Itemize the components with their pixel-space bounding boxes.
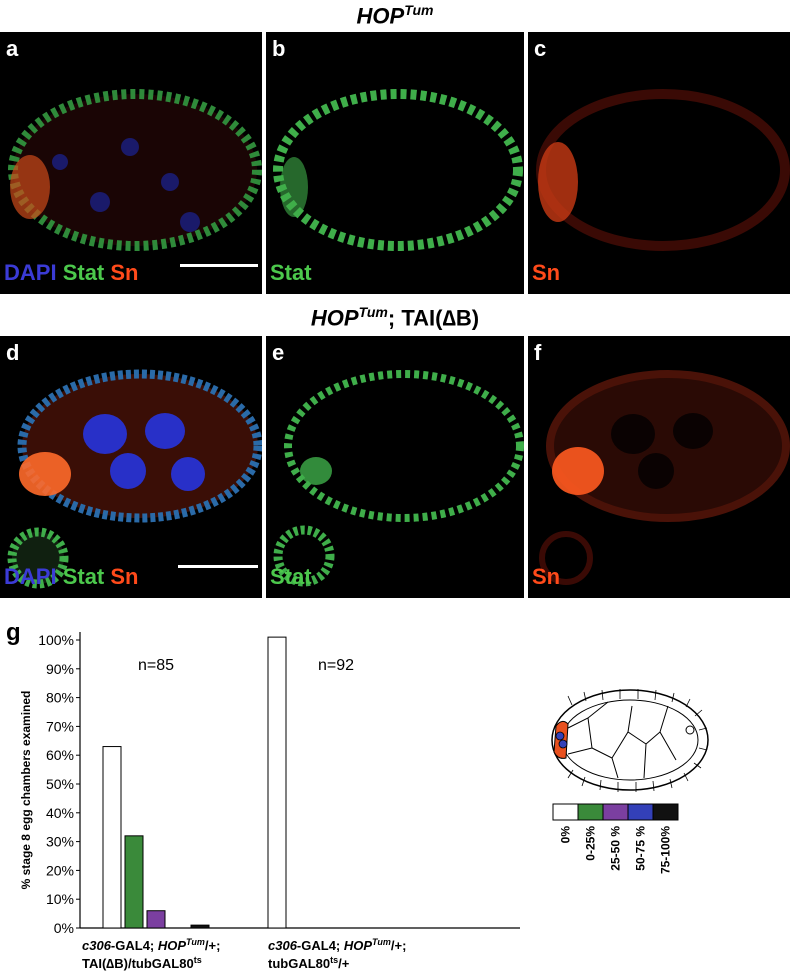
panel-label-e: e [272, 340, 285, 365]
n-label: n=92 [318, 657, 354, 674]
y-tick-label: 60% [46, 747, 74, 763]
stain-legend-f: Sn [532, 564, 561, 589]
category-label-line2: tubGAL80ts/+ [268, 955, 350, 971]
stain-legend-a: DAPI Stat Sn [4, 260, 139, 285]
category-label-line1: c306-GAL4; HOPTum/+; [268, 937, 406, 953]
category-label-line2: TAI(∆B)/tubGAL80ts [82, 955, 202, 971]
legend-label: 50-75 % [634, 826, 648, 871]
y-tick-label: 80% [46, 690, 74, 706]
legend-label: 0% [559, 826, 573, 844]
bars [102, 636, 287, 929]
egg-chamber-d [7, 369, 262, 589]
panel-b: b Stat [266, 32, 524, 294]
legend-swatch [652, 803, 679, 821]
row-title-hoptum: HOPTum [356, 2, 434, 29]
legend-swatch [627, 803, 654, 821]
chart-panel-label: g [6, 619, 21, 646]
panel-e: e Stat [266, 336, 524, 598]
bar [267, 636, 287, 929]
legend-label: 25-50 % [609, 826, 623, 871]
stain-legend-e: Stat [270, 564, 312, 589]
bar [102, 746, 122, 929]
panel-f: f Sn [528, 336, 790, 598]
y-tick-label: 10% [46, 891, 74, 907]
y-tick-label: 40% [46, 805, 74, 821]
legend-swatch [602, 803, 629, 821]
panel-label-a: a [6, 36, 19, 61]
legend-label: 75-100% [659, 826, 673, 874]
legend: 0% 0-25% 25-50 % 50-75 % 75-100% [552, 803, 679, 874]
egg-chamber-a [8, 89, 262, 251]
category-label-line1: c306-GAL4; HOPTum/+; [82, 937, 220, 953]
legend-swatch [552, 803, 579, 821]
scale-bar-d [178, 565, 258, 568]
panel-a: a DAPI Stat Sn [0, 32, 262, 294]
n-label: n=85 [138, 657, 174, 674]
panel-label-f: f [534, 340, 542, 365]
egg-chamber-b [273, 89, 523, 251]
egg-chamber-e [273, 370, 524, 587]
legend-label: 0-25% [584, 826, 598, 861]
y-tick-label: 70% [46, 718, 74, 734]
egg-chamber-f [539, 370, 790, 585]
y-tick-label: 100% [38, 632, 74, 648]
panel-c: c Sn [528, 32, 790, 294]
stain-legend-b: Stat [270, 260, 312, 285]
panel-label-c: c [534, 36, 547, 61]
y-tick-label: 90% [46, 661, 74, 677]
y-tick-label: 20% [46, 862, 74, 878]
bar [146, 910, 166, 929]
egg-chamber-schematic [551, 689, 709, 792]
chart-g: g % stage 8 egg chambers examined 0% 10% 2… [6, 619, 709, 971]
scale-bar-a [180, 264, 258, 267]
stain-legend-d: DAPI Stat Sn [4, 564, 139, 589]
y-tick-label: 50% [46, 776, 74, 792]
panel-label-d: d [6, 340, 20, 365]
y-axis-label: % stage 8 egg chambers examined [19, 691, 33, 890]
row-title-hoptum-tai: HOPTum; TAI(∆B) [310, 304, 480, 331]
y-tick-label: 30% [46, 834, 74, 850]
n-labels: n=85 n=92 [138, 657, 354, 674]
bar [124, 835, 144, 929]
x-axis-labels: c306-GAL4; HOPTum/+; TAI(∆B)/tubGAL80ts c3… [82, 937, 406, 971]
bar [190, 924, 210, 929]
panel-d: d DAPI Stat Sn [0, 336, 262, 598]
legend-swatch [577, 803, 604, 821]
y-tick-label: 0% [54, 920, 74, 936]
stain-legend-c: Sn [532, 260, 561, 285]
egg-chamber-c [536, 89, 790, 251]
panel-label-b: b [272, 36, 286, 61]
